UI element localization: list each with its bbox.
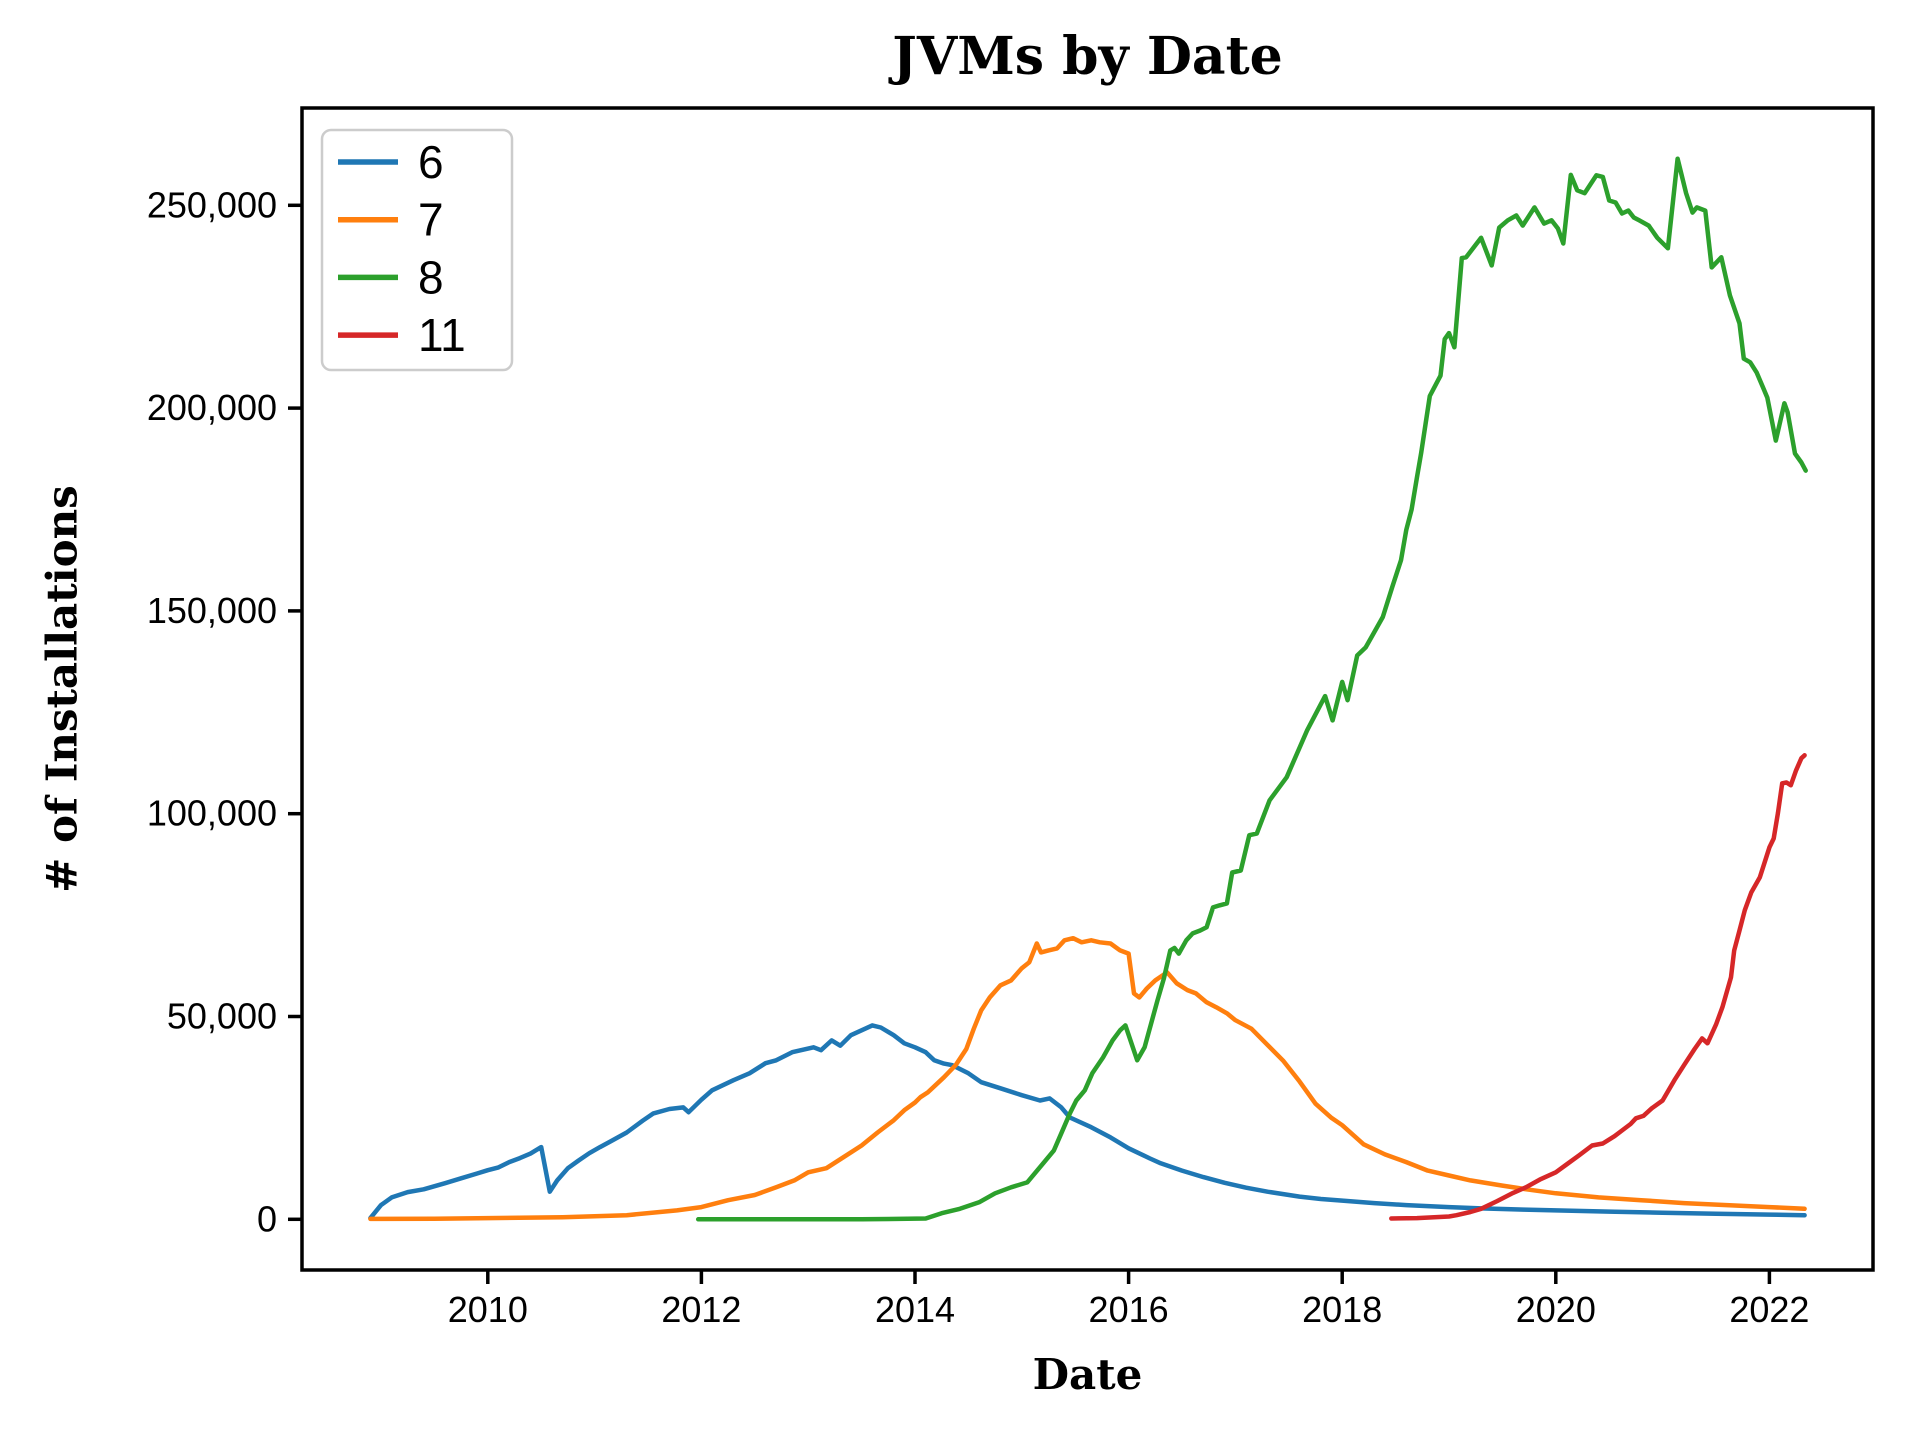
x-tick-label: 2020 xyxy=(1516,1289,1596,1330)
y-tick-label: 100,000 xyxy=(147,793,277,834)
y-tick-label: 250,000 xyxy=(147,184,277,225)
legend-label: 7 xyxy=(418,194,444,246)
x-tick-label: 2012 xyxy=(661,1289,741,1330)
x-tick-label: 2018 xyxy=(1302,1289,1382,1330)
y-tick-label: 150,000 xyxy=(147,590,277,631)
legend-box xyxy=(320,128,514,372)
y-tick-label: 0 xyxy=(257,1198,277,1239)
x-tick-label: 2014 xyxy=(875,1289,955,1330)
legend: 6 78 11 xyxy=(320,128,514,372)
series-line-11 xyxy=(1389,753,1807,1221)
legend-label: 8 xyxy=(418,251,444,303)
plot-border xyxy=(300,106,1875,1272)
series-line-7 xyxy=(368,935,1807,1222)
x-axis-label: Date xyxy=(1032,1350,1143,1399)
x-tick-label: 2010 xyxy=(448,1289,528,1330)
x-tick-label: 2016 xyxy=(1089,1289,1169,1330)
series-line-8 xyxy=(695,156,1808,1222)
y-tick-label: 200,000 xyxy=(147,387,277,428)
x-tick-label: 2022 xyxy=(1729,1289,1809,1330)
y-tick-label: 50,000 xyxy=(167,996,277,1037)
legend-label: 6 xyxy=(418,136,444,188)
legend-label: 11 xyxy=(418,309,466,361)
series-line-6 xyxy=(368,1023,1807,1221)
chart-title: JVMs by Date xyxy=(892,26,1283,87)
